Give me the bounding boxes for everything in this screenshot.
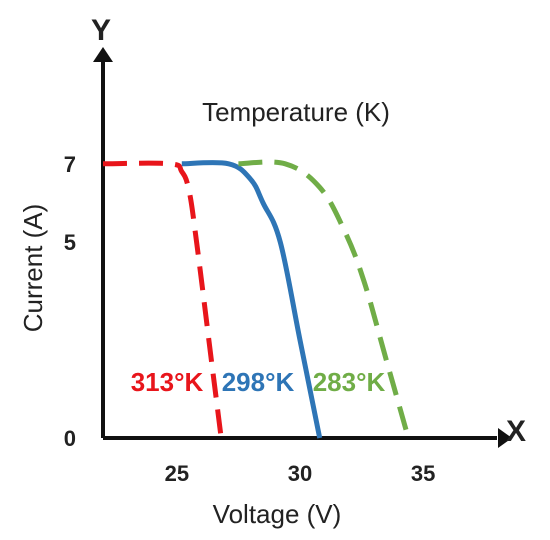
series-label-1: 298°K	[222, 367, 295, 397]
y-axis-label: Current (A)	[18, 204, 48, 333]
x-tick-label: 35	[411, 461, 435, 486]
y-axis-letter: Y	[91, 14, 111, 47]
y-tick-label: 5	[64, 230, 76, 255]
x-axis-label: Voltage (V)	[213, 499, 342, 529]
series-label-2: 283°K	[313, 367, 386, 397]
x-axis-arrow-icon	[498, 428, 512, 448]
x-tick-label: 25	[165, 461, 189, 486]
x-axis-letter: X	[506, 415, 526, 448]
y-axis-arrow-icon	[93, 47, 113, 62]
series-curve-1	[181, 160, 323, 439]
series-curves	[102, 159, 411, 439]
y-tick-label: 0	[64, 426, 76, 451]
y-tick-label: 7	[64, 152, 76, 177]
tick-labels: 25 30 35 0 5 7	[64, 152, 436, 486]
x-tick-label: 30	[288, 461, 312, 486]
series-curve-2	[238, 159, 411, 439]
series-label-0: 313°K	[131, 367, 204, 397]
series-curve-0	[102, 160, 224, 439]
temperature-annotation: Temperature (K)	[202, 97, 390, 127]
series-labels: 313°K 298°K 283°K	[131, 367, 386, 397]
